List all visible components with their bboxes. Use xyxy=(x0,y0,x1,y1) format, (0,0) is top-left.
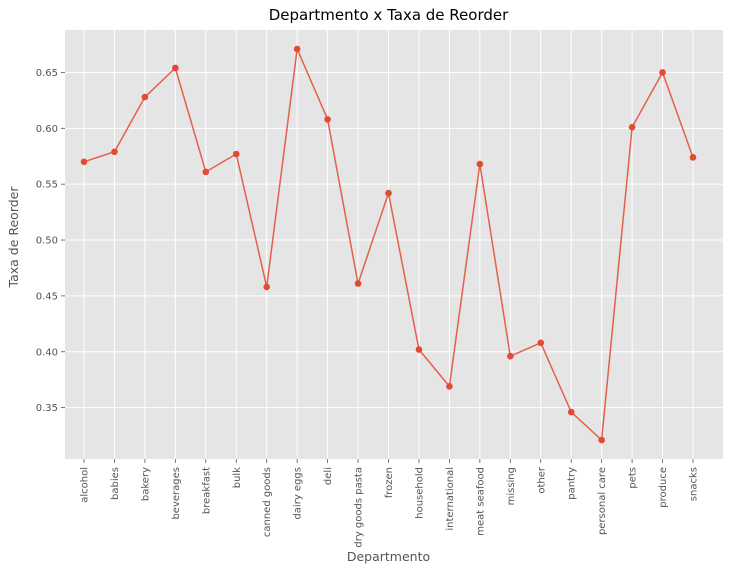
x-tick-label: snacks xyxy=(689,467,700,501)
x-tick-label: pets xyxy=(628,467,639,489)
data-point-deli xyxy=(324,116,331,123)
x-tick-label: beverages xyxy=(171,467,182,520)
x-tick-label: bakery xyxy=(140,467,151,501)
data-point-other xyxy=(537,339,545,347)
y-tick-label: 0.45 xyxy=(36,291,58,302)
data-point-produce xyxy=(659,69,666,76)
data-point-missing xyxy=(507,352,514,360)
data-point-household xyxy=(415,346,423,353)
x-tick-label: breakfast xyxy=(201,467,212,514)
x-tick-labels: alcohol babies bakery beverages breakfast bul… xyxy=(80,459,700,548)
y-tick-label: 0.35 xyxy=(36,403,58,414)
x-tick-label: international xyxy=(445,467,456,531)
x-tick-label: deli xyxy=(323,467,334,485)
y-tick-labels: 0.35 0.40 0.45 0.50 0.55 0.60 0.65 xyxy=(36,68,65,414)
plot-area xyxy=(65,30,723,459)
data-point-babies xyxy=(111,148,118,156)
x-tick-label: dry goods pasta xyxy=(354,467,365,548)
x-tick-label: bulk xyxy=(232,467,243,488)
x-tick-label: alcohol xyxy=(80,467,91,503)
data-point-personal-care xyxy=(598,436,605,444)
x-tick-label: babies xyxy=(110,467,121,500)
x-tick-label: other xyxy=(536,466,547,494)
y-tick-label: 0.60 xyxy=(36,124,58,135)
data-point-breakfast xyxy=(202,168,210,176)
y-tick-label: 0.55 xyxy=(36,180,58,191)
chart-title: Departmento x Taxa de Reorder xyxy=(269,6,509,24)
y-tick-label: 0.65 xyxy=(36,68,58,79)
data-point-meat-seafood xyxy=(476,160,484,168)
data-point-bulk xyxy=(232,150,240,158)
data-point-pets xyxy=(628,123,636,131)
data-point-snacks xyxy=(689,154,697,161)
x-tick-label: missing xyxy=(506,467,517,505)
x-tick-label: dairy eggs xyxy=(293,467,304,520)
data-point-international xyxy=(446,383,453,390)
y-axis-title: Taxa de Reorder xyxy=(6,186,21,289)
y-tick-label: 0.40 xyxy=(36,347,58,358)
data-point-bakery xyxy=(141,93,149,101)
x-tick-label: canned goods xyxy=(262,467,273,537)
x-tick-label: pantry xyxy=(567,467,578,500)
x-tick-label: frozen xyxy=(384,467,395,498)
data-point-alcohol xyxy=(80,158,88,166)
x-axis-title: Departmento xyxy=(347,549,430,564)
grid-lines xyxy=(65,30,723,459)
x-tick-label: household xyxy=(414,467,425,519)
data-point-beverages xyxy=(172,64,179,72)
data-point-pantry xyxy=(567,408,575,416)
x-tick-label: produce xyxy=(658,467,669,508)
data-point-dairy-eggs xyxy=(293,45,301,53)
x-tick-label: meat seafood xyxy=(475,467,486,536)
x-tick-label: personal care xyxy=(597,467,608,535)
y-tick-label: 0.50 xyxy=(36,236,58,247)
data-point-canned-goods xyxy=(263,283,271,291)
data-point-frozen xyxy=(385,189,392,197)
data-point-dry-goods-pasta xyxy=(354,280,362,287)
series xyxy=(80,45,697,444)
